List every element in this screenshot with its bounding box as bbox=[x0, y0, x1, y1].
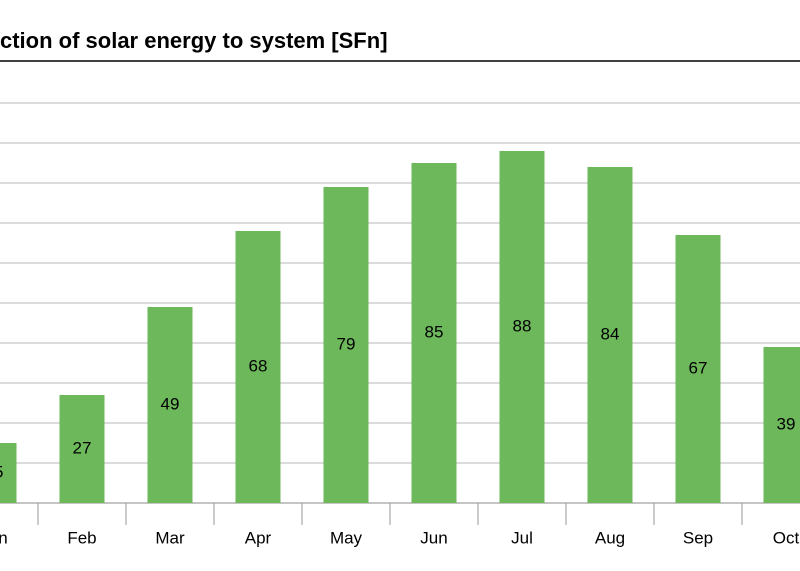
x-tick-label: Jun bbox=[420, 528, 447, 547]
bar bbox=[147, 307, 193, 503]
x-tick-label: Jul bbox=[511, 528, 533, 547]
x-tick-label: Feb bbox=[67, 528, 96, 547]
bar bbox=[587, 167, 633, 503]
bar bbox=[59, 395, 105, 503]
bar-label: 79 bbox=[337, 334, 356, 353]
x-tick-label: Apr bbox=[245, 528, 272, 547]
bar-label: 88 bbox=[513, 316, 532, 335]
bar-label: 68 bbox=[249, 356, 268, 375]
x-tick-label: Mar bbox=[155, 528, 185, 547]
x-tick-label: Aug bbox=[595, 528, 625, 547]
bar-label: 49 bbox=[161, 394, 180, 413]
bar bbox=[675, 235, 721, 503]
bar bbox=[763, 347, 800, 503]
bar-label: 15 bbox=[0, 462, 3, 481]
bar-label: 27 bbox=[73, 438, 92, 457]
bar bbox=[499, 151, 545, 503]
bar-label: 84 bbox=[601, 324, 620, 343]
bar-label: 85 bbox=[425, 322, 444, 341]
x-tick-label: Sep bbox=[683, 528, 713, 547]
bar-label: 39 bbox=[777, 414, 796, 433]
bar bbox=[411, 163, 457, 503]
chart-title: ction of solar energy to system [SFn] bbox=[0, 28, 388, 53]
bar bbox=[235, 231, 281, 503]
bar bbox=[323, 187, 369, 503]
x-tick-label: Jan bbox=[0, 528, 8, 547]
bar bbox=[0, 443, 17, 503]
bar-label: 67 bbox=[689, 358, 708, 377]
x-tick-label: May bbox=[330, 528, 363, 547]
x-tick-label: Oct bbox=[773, 528, 800, 547]
